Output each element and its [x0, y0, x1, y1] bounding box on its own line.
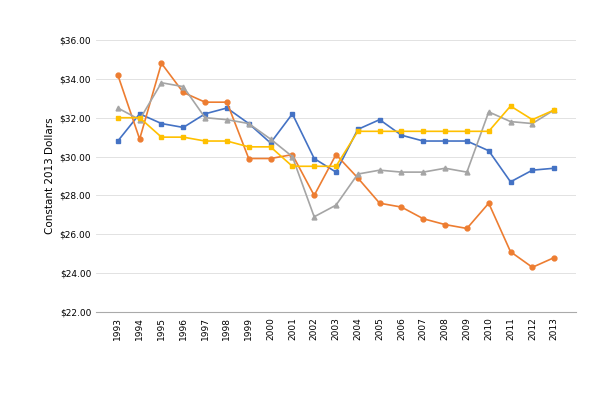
Line: MB: MB: [115, 104, 557, 169]
SK: [223, 117, 230, 122]
MB: [245, 144, 253, 149]
MB: [485, 129, 493, 134]
MB: [529, 117, 536, 122]
SK: [311, 214, 318, 219]
SK: [289, 154, 296, 159]
AB: [267, 156, 274, 161]
BC: [463, 139, 470, 144]
BC: [179, 125, 187, 130]
BC: [114, 139, 121, 144]
AB: [289, 152, 296, 157]
SK: [442, 166, 449, 171]
MB: [442, 129, 449, 134]
BC: [551, 166, 558, 171]
BC: [398, 133, 405, 138]
SK: [136, 117, 143, 122]
MB: [223, 139, 230, 144]
SK: [354, 172, 361, 176]
SK: [158, 80, 165, 85]
BC: [376, 117, 383, 122]
BC: [529, 168, 536, 172]
MB: [419, 129, 427, 134]
BC: [136, 112, 143, 116]
Line: AB: AB: [115, 61, 557, 270]
SK: [507, 119, 514, 124]
AB: [114, 72, 121, 77]
AB: [485, 201, 493, 206]
SK: [202, 115, 209, 120]
SK: [463, 170, 470, 174]
MB: [332, 164, 340, 169]
SK: [529, 121, 536, 126]
AB: [354, 176, 361, 180]
MB: [507, 104, 514, 108]
BC: [311, 156, 318, 161]
AB: [179, 90, 187, 95]
AB: [332, 152, 340, 157]
BC: [332, 170, 340, 174]
MB: [267, 144, 274, 149]
SK: [114, 106, 121, 110]
Line: BC: BC: [115, 106, 557, 184]
BC: [245, 121, 253, 126]
BC: [354, 127, 361, 132]
BC: [507, 180, 514, 184]
MB: [311, 164, 318, 169]
BC: [485, 148, 493, 153]
SK: [179, 84, 187, 89]
MB: [551, 108, 558, 112]
BC: [223, 106, 230, 110]
SK: [245, 121, 253, 126]
MB: [354, 129, 361, 134]
MB: [289, 164, 296, 169]
MB: [136, 115, 143, 120]
BC: [419, 139, 427, 144]
MB: [114, 115, 121, 120]
BC: [267, 140, 274, 145]
SK: [419, 170, 427, 174]
SK: [398, 170, 405, 174]
SK: [551, 108, 558, 112]
AB: [245, 156, 253, 161]
AB: [376, 201, 383, 206]
AB: [463, 226, 470, 231]
AB: [507, 249, 514, 254]
Y-axis label: Constant 2013 Dollars: Constant 2013 Dollars: [46, 118, 55, 234]
AB: [158, 61, 165, 66]
Line: SK: SK: [115, 80, 557, 219]
BC: [202, 112, 209, 116]
AB: [398, 205, 405, 210]
MB: [398, 129, 405, 134]
AB: [551, 255, 558, 260]
SK: [267, 137, 274, 142]
AB: [136, 137, 143, 142]
MB: [376, 129, 383, 134]
AB: [311, 193, 318, 198]
AB: [419, 216, 427, 221]
SK: [376, 168, 383, 172]
MB: [158, 135, 165, 140]
AB: [202, 100, 209, 104]
MB: [202, 139, 209, 144]
BC: [289, 112, 296, 116]
MB: [179, 135, 187, 140]
AB: [442, 222, 449, 227]
SK: [332, 203, 340, 208]
SK: [485, 110, 493, 114]
BC: [158, 121, 165, 126]
BC: [442, 139, 449, 144]
MB: [463, 129, 470, 134]
AB: [529, 265, 536, 270]
AB: [223, 100, 230, 104]
